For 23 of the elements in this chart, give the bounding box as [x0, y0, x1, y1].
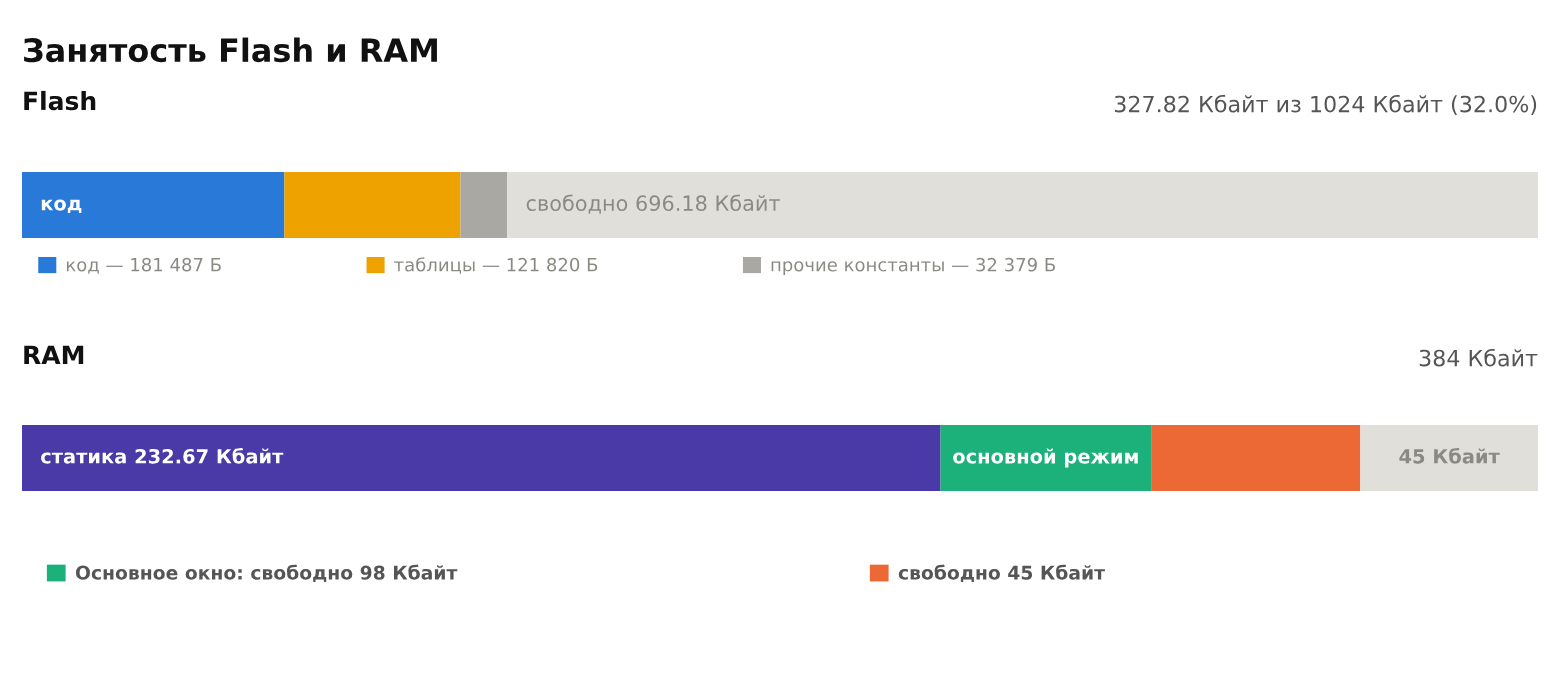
- chart-title: Занятость Flash и RAM: [24, 37, 437, 63]
- legend-label: таблицы — 121 820 Б: [394, 257, 598, 274]
- data-label: основной режим: [953, 448, 1138, 468]
- bar: [22, 425, 941, 491]
- text: 384 Кбайт: [1419, 348, 1538, 367]
- data-label: 45 Кбайт: [1399, 447, 1500, 464]
- bar: [940, 425, 1152, 491]
- data-label: статика 232.67 Кбайт: [41, 447, 284, 464]
- bar: [460, 172, 508, 238]
- legend-label: код — 181 487 Б: [66, 257, 221, 274]
- bar: [1151, 425, 1361, 491]
- bar: [507, 172, 1538, 238]
- chart-title: RAM: [24, 345, 84, 364]
- legend-label: Основное окно: свободно 98 Кбайт: [75, 564, 458, 583]
- text: 327.82 Кбайт из 1024 Кбайт (32.0%): [1114, 94, 1537, 116]
- legend-label: свободно 45 Кбайт: [898, 564, 1105, 583]
- data-label: свободно 696.18 Кбайт: [526, 194, 780, 214]
- data-label: код: [41, 199, 82, 214]
- bar: [22, 172, 285, 238]
- legend-label: прочие константы — 32 379 Б: [771, 257, 1055, 276]
- bar: [284, 172, 461, 238]
- chart-subtitle: Flash: [24, 90, 96, 111]
- bar: [1360, 425, 1538, 491]
